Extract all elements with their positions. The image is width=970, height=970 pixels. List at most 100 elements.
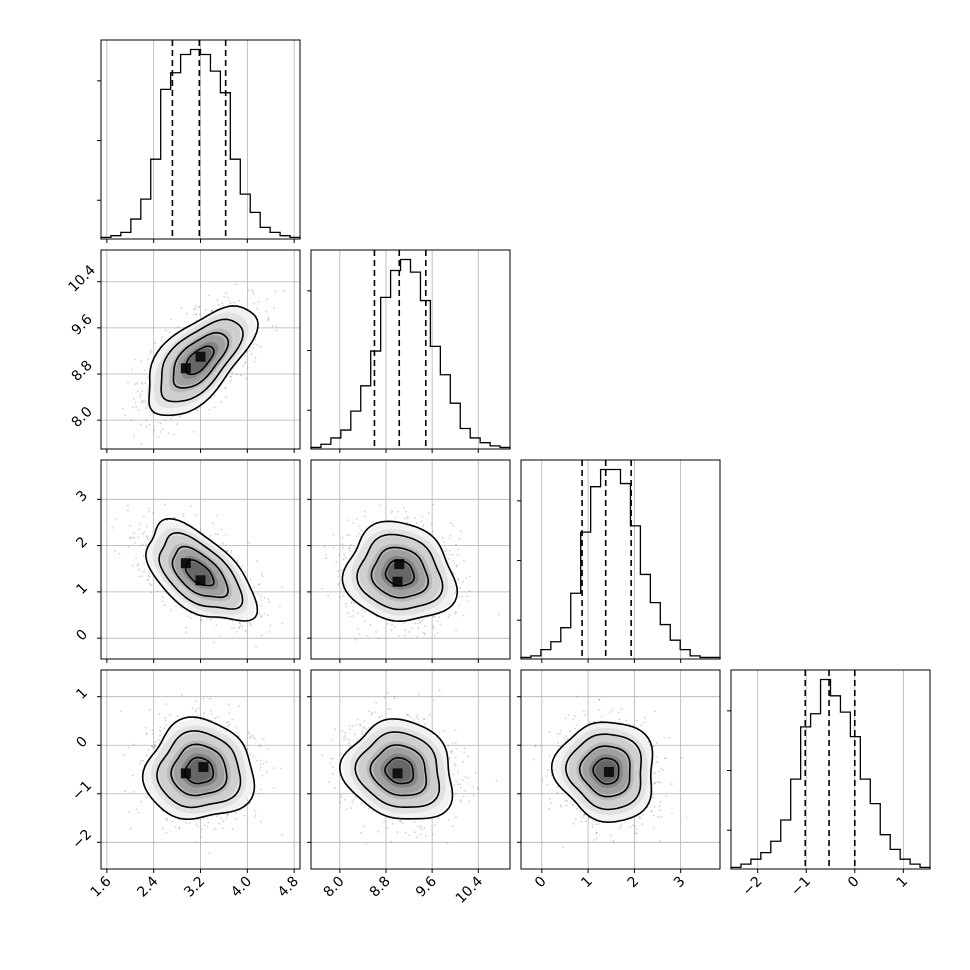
scatter-point bbox=[265, 760, 268, 763]
scatter-point bbox=[358, 633, 361, 636]
scatter-point bbox=[595, 832, 598, 835]
scatter-point bbox=[140, 759, 143, 762]
scatter-point bbox=[142, 401, 145, 404]
scatter-point bbox=[194, 700, 197, 702]
scatter-point bbox=[238, 621, 241, 623]
scatter-point bbox=[431, 523, 433, 526]
contour-line bbox=[550, 721, 654, 824]
x-tick-label: 10.4 bbox=[453, 873, 486, 906]
scatter-point bbox=[550, 774, 553, 777]
scatter-point bbox=[455, 816, 457, 818]
scatter-point bbox=[142, 543, 145, 546]
scatter-point bbox=[422, 523, 425, 526]
scatter-point bbox=[332, 546, 335, 549]
scatter-point bbox=[268, 601, 271, 604]
scatter-point bbox=[458, 537, 461, 540]
scatter-point bbox=[231, 718, 234, 721]
scatter-point bbox=[559, 733, 561, 735]
scatter-point bbox=[161, 596, 164, 599]
scatter-point bbox=[254, 814, 257, 816]
contour-line bbox=[356, 533, 444, 611]
scatter-point bbox=[612, 840, 615, 842]
scatter-point bbox=[680, 757, 683, 759]
scatter-point bbox=[403, 622, 405, 625]
scatter-point bbox=[232, 301, 235, 304]
scatter-point bbox=[598, 698, 601, 701]
scatter-point bbox=[271, 325, 274, 327]
scatter-point bbox=[223, 295, 226, 298]
scatter-point bbox=[685, 816, 688, 819]
scatter-point bbox=[167, 432, 170, 434]
scatter-point bbox=[245, 361, 248, 363]
scatter-point bbox=[259, 763, 262, 765]
scatter-point bbox=[660, 781, 662, 784]
scatter-point bbox=[569, 801, 572, 803]
scatter-point bbox=[461, 595, 464, 598]
scatter-point bbox=[566, 738, 569, 740]
scatter-point bbox=[225, 817, 228, 820]
scatter-point bbox=[209, 535, 212, 537]
scatter-point bbox=[150, 591, 153, 594]
scatter-point bbox=[163, 727, 166, 729]
scatter-point bbox=[364, 611, 366, 613]
scatter-point bbox=[383, 821, 385, 823]
scatter-point bbox=[353, 602, 356, 605]
scatter-point bbox=[559, 804, 562, 806]
scatter-point bbox=[150, 745, 153, 748]
scatter-point bbox=[147, 579, 150, 582]
scatter-point bbox=[458, 595, 461, 598]
scatter-point bbox=[214, 717, 217, 720]
scatter-point bbox=[147, 748, 150, 751]
scatter-point bbox=[584, 714, 586, 716]
scatter-point bbox=[260, 788, 262, 791]
scatter-point bbox=[279, 767, 282, 770]
scatter-point bbox=[139, 762, 142, 765]
scatter-point bbox=[143, 530, 146, 533]
panel-frame bbox=[310, 459, 511, 660]
scatter-panel-0-3: 1.6 2.4 3.2 4.0 4.8 −2 −1 0 1 bbox=[69, 669, 302, 901]
scatter-point bbox=[230, 551, 232, 554]
scatter-point bbox=[139, 393, 142, 396]
scatter-point bbox=[456, 783, 459, 786]
scatter-point bbox=[477, 788, 479, 791]
scatter-point bbox=[151, 729, 154, 731]
scatter-point bbox=[145, 732, 148, 734]
scatter-point bbox=[656, 781, 659, 783]
scatter-point bbox=[252, 755, 255, 757]
scatter-point bbox=[495, 780, 498, 782]
scatter-point bbox=[434, 616, 437, 618]
scatter-point bbox=[260, 759, 263, 762]
panel-content bbox=[111, 503, 284, 648]
scatter-point bbox=[157, 421, 160, 424]
scatter-point bbox=[235, 283, 238, 286]
scatter-point bbox=[208, 409, 211, 411]
scatter-point bbox=[126, 504, 129, 507]
scatter-point bbox=[457, 548, 460, 550]
scatter-point bbox=[455, 565, 458, 568]
scatter-point bbox=[224, 533, 227, 536]
scatter-point bbox=[420, 827, 423, 830]
scatter-point bbox=[159, 734, 161, 737]
scatter-point bbox=[404, 629, 407, 632]
scatter-point bbox=[249, 578, 252, 581]
scatter-point bbox=[134, 383, 137, 386]
scatter-point bbox=[216, 514, 218, 517]
scatter-point bbox=[345, 808, 348, 811]
scatter-point bbox=[560, 805, 562, 808]
scatter-point bbox=[386, 691, 389, 694]
scatter-point bbox=[651, 790, 654, 793]
scatter-point bbox=[656, 760, 658, 763]
scatter-point bbox=[137, 409, 140, 412]
scatter-point bbox=[253, 586, 256, 588]
scatter-point bbox=[556, 786, 559, 788]
scatter-point bbox=[260, 820, 262, 823]
scatter-point bbox=[336, 575, 339, 578]
scatter-point bbox=[553, 769, 556, 772]
scatter-point bbox=[206, 826, 209, 828]
scatter-point bbox=[169, 713, 171, 716]
scatter-point bbox=[407, 631, 410, 633]
scatter-point bbox=[142, 532, 145, 535]
scatter-point bbox=[415, 716, 418, 718]
scatter-point bbox=[127, 746, 130, 749]
scatter-point bbox=[421, 619, 424, 621]
